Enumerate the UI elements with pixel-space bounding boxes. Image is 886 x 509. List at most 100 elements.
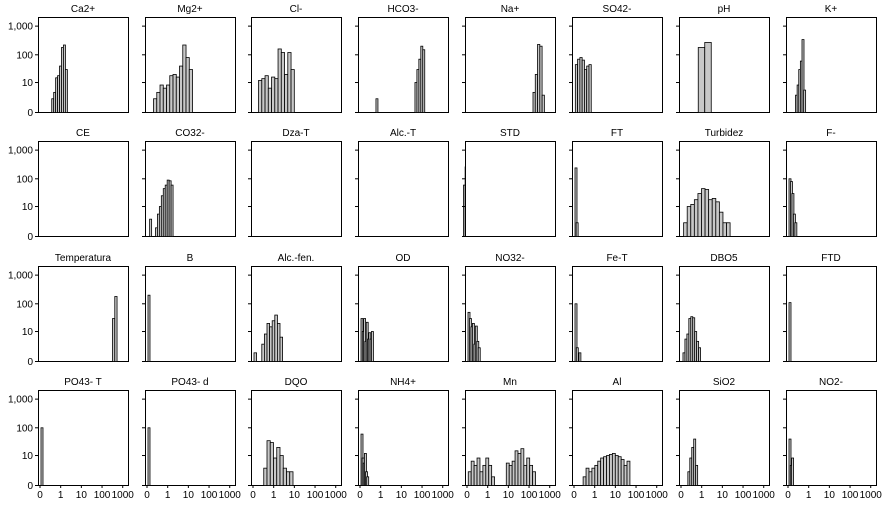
histogram-bar <box>172 74 177 113</box>
panel-frame <box>465 266 556 362</box>
histogram-panel: CO32- <box>142 128 236 237</box>
histogram-bar <box>375 98 379 113</box>
panel-title: pH <box>718 4 731 15</box>
histogram-bar <box>166 84 171 113</box>
x-tick-label: 100 <box>414 490 431 501</box>
histogram-bar <box>617 456 622 486</box>
panel-frame <box>251 141 342 237</box>
x-tick-label: 100 <box>842 490 859 501</box>
histogram-panel: FTD <box>783 253 877 362</box>
histogram-bar <box>276 447 281 486</box>
histogram-bar <box>279 336 283 362</box>
histogram-bar <box>169 75 174 113</box>
histogram-panel: Mg2+ <box>142 4 236 113</box>
histogram-bar <box>715 201 720 237</box>
histogram-bar <box>526 457 531 486</box>
y-tick-label: 10 <box>22 327 34 338</box>
histogram-bar <box>488 464 493 486</box>
panel-frame <box>572 266 663 362</box>
histogram-bar <box>290 69 295 113</box>
panel-title: Alc.-T <box>390 128 416 139</box>
histogram-panel: STD <box>462 128 556 237</box>
histogram-bar <box>64 69 68 113</box>
histogram-bar <box>704 189 710 237</box>
panel-frame <box>358 390 449 486</box>
histogram-panel: NO32- <box>462 253 556 362</box>
x-tick-label: 100 <box>521 490 538 501</box>
y-tick-label: 100 <box>16 50 33 61</box>
histogram-bar <box>578 352 582 362</box>
panel-title: Alc.-fen. <box>278 253 315 264</box>
x-tick-label: 1 <box>699 490 705 501</box>
panel-title: CE <box>76 128 90 139</box>
histogram-bar <box>269 442 274 486</box>
histogram-panel: DBO5 <box>676 253 770 362</box>
y-tick-label: 0 <box>27 357 33 368</box>
x-tick-label: 1 <box>58 490 64 501</box>
histogram-bar <box>582 476 587 486</box>
histogram-panel: Cl- <box>248 4 342 113</box>
histogram-bar <box>541 94 545 113</box>
x-tick-label: 0 <box>357 490 363 501</box>
histogram-bar <box>620 459 625 486</box>
histogram-bar <box>614 455 619 486</box>
histogram-bar <box>422 49 426 113</box>
histogram-bar <box>286 471 291 486</box>
panel-frame <box>358 141 449 237</box>
histogram-bar <box>603 456 607 486</box>
histogram-bar <box>179 65 184 113</box>
histogram-panel: Alc.-fen. <box>248 253 342 362</box>
y-tick-label: 1,000 <box>8 271 33 282</box>
y-tick-label: 10 <box>22 78 34 89</box>
histogram-bar <box>683 222 688 237</box>
histogram-panel: PO43- d 0 1 10 100 1000 <box>142 377 241 501</box>
histogram-bar <box>185 57 190 113</box>
y-tick-label: 0 <box>27 232 33 243</box>
histogram-bar <box>803 89 807 113</box>
histogram-bar <box>370 331 374 362</box>
panel-title: NO32- <box>495 253 524 264</box>
histogram-bar <box>253 352 257 362</box>
panel-frame <box>145 266 236 362</box>
histogram-panel: HCO3- <box>355 4 449 113</box>
histogram-bar <box>722 222 727 237</box>
histogram-bar <box>597 460 602 486</box>
histogram-bar <box>711 198 717 237</box>
histogram-bar <box>479 471 484 486</box>
x-tick-label: 1 <box>271 490 277 501</box>
histogram-bar <box>600 457 604 486</box>
histogram-bar <box>266 440 271 486</box>
histogram-bar <box>274 78 279 113</box>
histogram-bar <box>271 76 276 113</box>
histogram-bar <box>697 47 706 113</box>
panel-title: CO32- <box>175 128 204 139</box>
y-tick-label: 1,000 <box>8 22 33 33</box>
panel-title: FT <box>611 128 623 139</box>
histogram-bar <box>188 69 193 113</box>
histogram-panel: Turbidez <box>676 128 770 237</box>
x-tick-label: 1 <box>592 490 598 501</box>
x-tick-label: 1000 <box>432 490 455 501</box>
histogram-bar <box>473 464 478 486</box>
histogram-panel: OD <box>355 253 449 362</box>
histogram-panel: pH <box>676 4 770 113</box>
panel-title: Mn <box>503 377 517 388</box>
histogram-bar <box>467 471 472 486</box>
panel-title: PO43- T <box>64 377 102 388</box>
histogram-bar <box>153 98 158 113</box>
panel-frame <box>786 141 877 237</box>
x-tick-label: 1 <box>378 490 384 501</box>
histogram-bar <box>532 471 536 486</box>
histogram-bar <box>529 464 534 486</box>
x-tick-label: 100 <box>201 490 218 501</box>
histogram-bar <box>588 471 593 486</box>
x-tick-label: 100 <box>628 490 645 501</box>
panel-frame <box>679 17 770 113</box>
x-tick-label: 10 <box>503 490 515 501</box>
histogram-bar <box>284 74 289 113</box>
panel-frame <box>786 390 877 486</box>
panel-title: DBO5 <box>710 253 738 264</box>
